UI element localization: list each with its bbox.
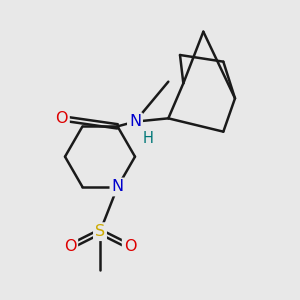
Text: H: H xyxy=(143,131,154,146)
Text: O: O xyxy=(124,239,136,254)
Text: O: O xyxy=(64,239,76,254)
Text: S: S xyxy=(95,224,105,239)
Text: N: N xyxy=(111,179,124,194)
Text: O: O xyxy=(56,111,68,126)
Text: N: N xyxy=(129,114,141,129)
